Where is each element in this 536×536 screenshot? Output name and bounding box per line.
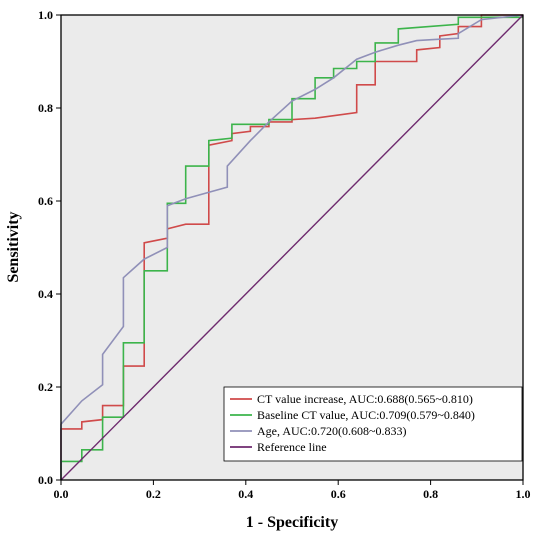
x-tick-label: 0.2	[146, 487, 161, 501]
legend: CT value increase, AUC:0.688(0.565~0.810…	[223, 386, 523, 462]
x-tick-label: 0.0	[54, 487, 69, 501]
y-tick-label: 0.0	[38, 473, 53, 487]
series-line-1	[60, 16, 523, 480]
plot-frame	[60, 14, 524, 481]
y-tick-label: 0.8	[38, 101, 53, 115]
x-axis-title: 1 - Specificity	[246, 514, 338, 531]
x-tick-label: 0.6	[331, 487, 346, 501]
legend-label-1: Baseline CT value, AUC:0.709(0.579~0.840…	[257, 408, 475, 422]
legend-box	[223, 386, 523, 462]
x-tick-label: 0.4	[238, 487, 253, 501]
x-tick-label: 1.0	[516, 487, 531, 501]
y-tick-label: 0.6	[38, 194, 53, 208]
series-layer	[60, 14, 524, 481]
y-axis-title: Sensitivity	[5, 211, 22, 282]
ticks-layer: 0.0 0.2 0.4 0.6 0.8 1.0 0.0 0.2 0.4 0.6 0.8 1.0	[38, 8, 531, 501]
legend-label-2: Age, AUC:0.720(0.608~0.833)	[257, 424, 406, 438]
legend-label-0: CT value increase, AUC:0.688(0.565~0.810…	[257, 392, 473, 406]
y-tick-label: 0.4	[38, 287, 53, 301]
series-line-2	[60, 14, 524, 480]
x-tick-label: 0.8	[423, 487, 438, 501]
series-line-3	[60, 14, 524, 481]
y-tick-label: 1.0	[38, 8, 53, 22]
y-tick-label: 0.2	[38, 380, 53, 394]
legend-label-3: Reference line	[257, 440, 327, 454]
